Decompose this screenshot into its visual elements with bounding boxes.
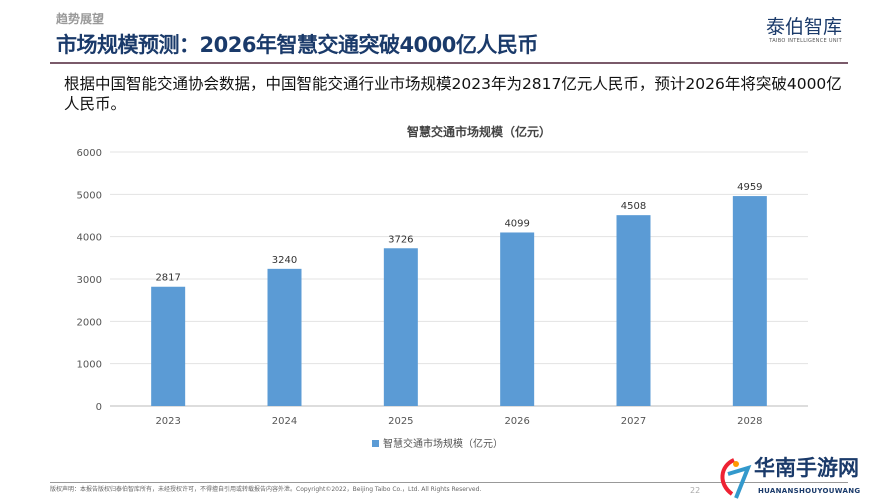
footer-divider — [50, 482, 848, 483]
y-tick-label: 3000 — [77, 275, 102, 286]
page-title: 市场规模预测：2026年智慧交通突破4000亿人民币 — [56, 33, 538, 57]
data-label: 2817 — [155, 273, 180, 284]
chart-title: 智慧交通市场规模（亿元） — [406, 124, 551, 139]
legend-swatch — [372, 440, 379, 447]
watermark-icon — [720, 458, 752, 499]
data-label: 3726 — [388, 234, 413, 245]
data-label: 4099 — [504, 218, 529, 229]
bar — [732, 196, 767, 406]
y-tick-label: 0 — [96, 402, 102, 413]
copyright-footer: 版权声明：本报告版权归泰伯智库所有，未经授权许可，不得擅自引用或转载报告内容外泄… — [50, 486, 482, 493]
x-tick-label: 2028 — [737, 416, 762, 427]
x-tick-label: 2024 — [272, 416, 297, 427]
logo-en: TAIBO INTELLIGENCE UNIT — [769, 38, 842, 44]
logo-cn: 泰伯智库 — [765, 16, 842, 38]
watermark-en: HUANANSHOUYOUWANG — [758, 487, 861, 495]
data-label: 4508 — [621, 201, 646, 212]
y-tick-label: 4000 — [77, 233, 102, 244]
bar — [383, 248, 418, 406]
data-label: 4959 — [737, 182, 762, 193]
x-tick-label: 2023 — [155, 416, 180, 427]
description: 根据中国智能交通协会数据，中国智能交通行业市场规模2023年为2817亿元人民币… — [64, 75, 842, 113]
y-tick-label: 6000 — [77, 148, 102, 159]
section-kicker: 趋势展望 — [56, 12, 105, 26]
bar — [616, 215, 651, 406]
data-label: 3240 — [272, 255, 297, 266]
watermark-logo: 华南手游网 HUANANSHOUYOUWANG — [714, 454, 884, 500]
watermark-cn: 华南手游网 — [754, 456, 859, 480]
y-tick-label: 5000 — [77, 190, 102, 201]
y-tick-label: 2000 — [77, 317, 102, 328]
legend-label: 智慧交通市场规模（亿元） — [383, 437, 503, 450]
header-divider — [50, 62, 848, 64]
y-tick-label: 1000 — [77, 360, 102, 371]
logo: 泰伯智库 TAIBO INTELLIGENCE UNIT — [766, 16, 842, 45]
x-tick-label: 2026 — [504, 416, 529, 427]
page-number: 22 — [690, 486, 701, 495]
x-tick-label: 2027 — [621, 416, 646, 427]
bar — [151, 286, 186, 406]
bar — [267, 268, 302, 406]
x-tick-label: 2025 — [388, 416, 413, 427]
bar — [500, 232, 535, 406]
